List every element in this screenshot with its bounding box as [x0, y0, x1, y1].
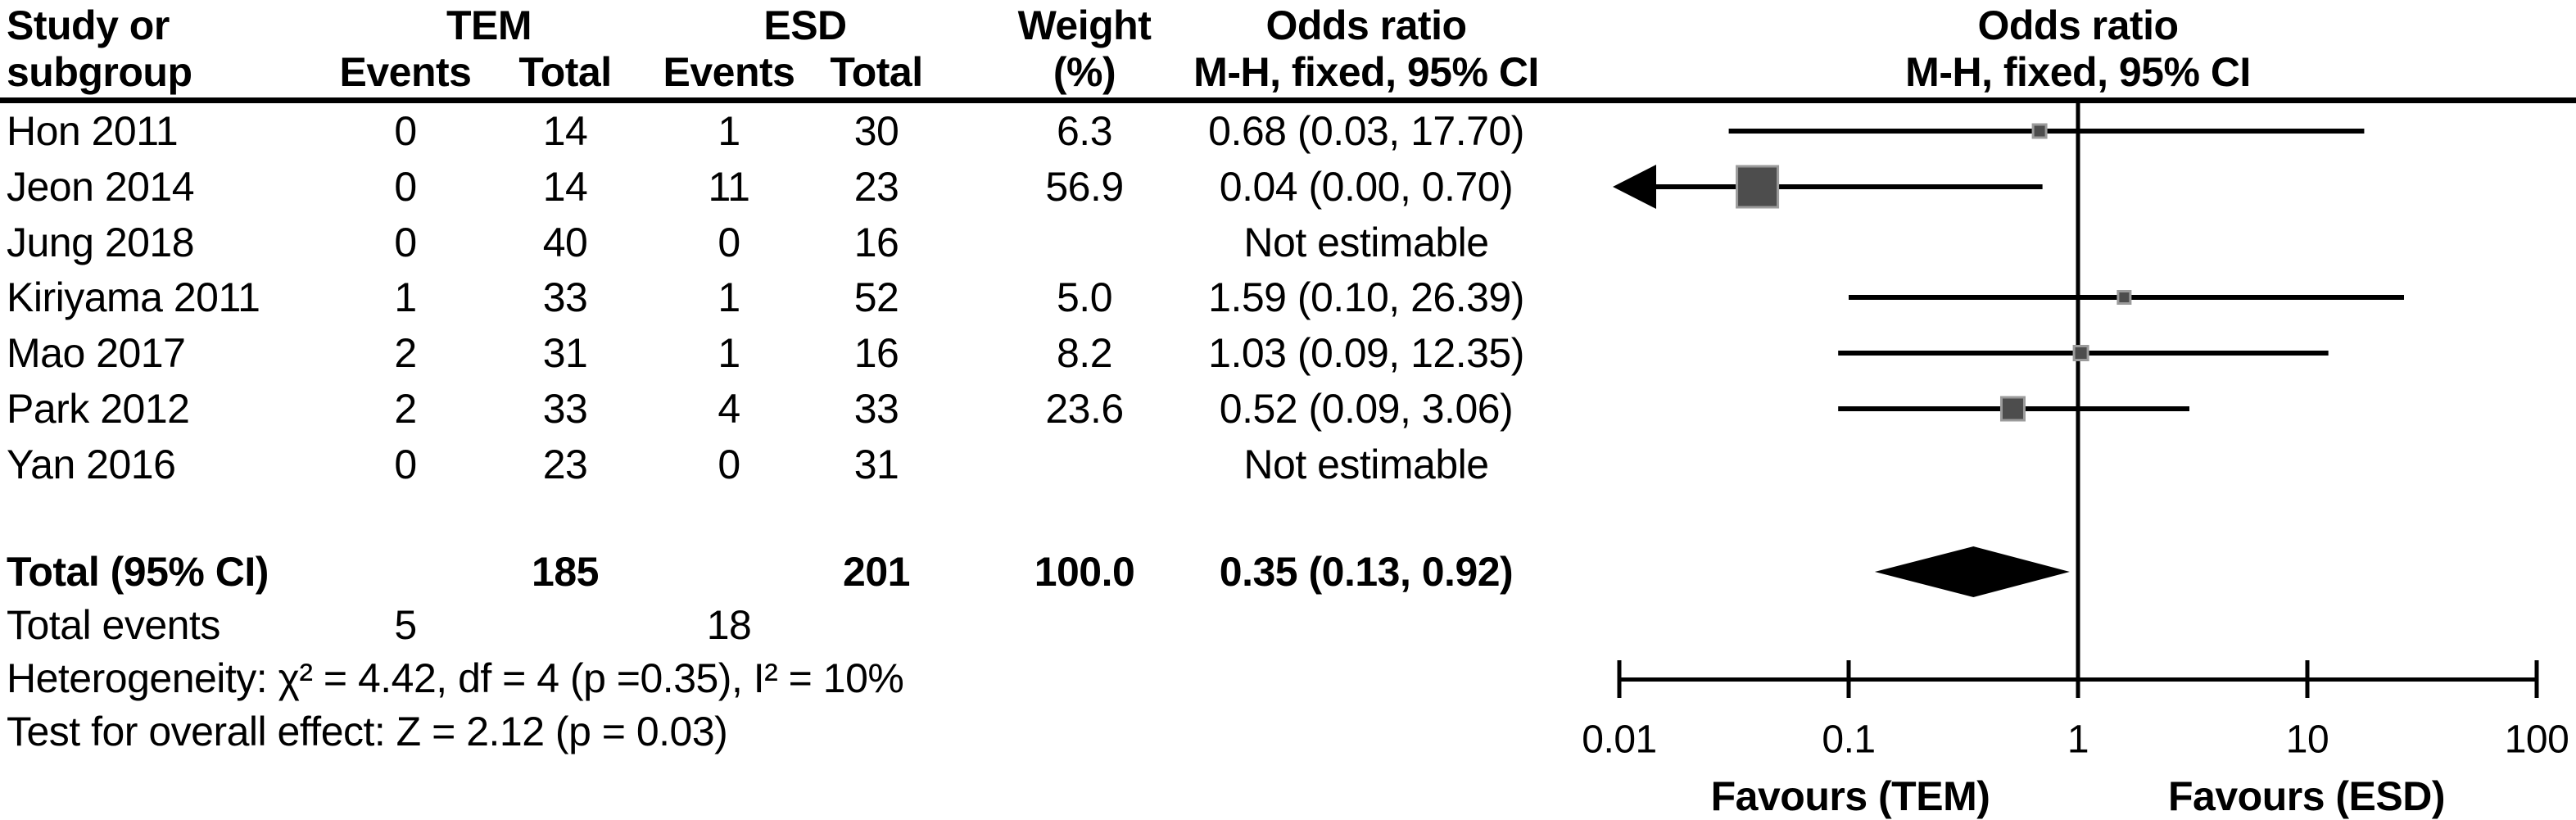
total-events-esd: 18	[706, 602, 752, 648]
axis-tick	[1617, 660, 1622, 698]
col-header-weight-line2: (%)	[1053, 49, 1116, 95]
cell-esd-events: 4	[718, 386, 740, 432]
cell-tem-events: 2	[394, 386, 417, 432]
axis-tick-label: 100	[2504, 718, 2569, 762]
col-header-tem-total: Total	[518, 49, 612, 95]
favours-right-label: Favours (ESD)	[2167, 773, 2446, 819]
col-header-esd-group: ESD	[763, 2, 847, 48]
cell-or-ci: Not estimable	[1243, 220, 1489, 265]
cell-esd-events: 0	[718, 220, 740, 265]
point-marker	[1736, 165, 1780, 209]
cell-weight: 6.3	[1056, 108, 1113, 154]
cell-or-ci: 1.59 (0.10, 26.39)	[1208, 274, 1524, 320]
cell-tem-total: 23	[542, 442, 588, 487]
total-events-label: Total events	[7, 602, 220, 648]
col-header-esd-events: Events	[663, 49, 795, 95]
total-or-ci: 0.35 (0.13, 0.92)	[1219, 549, 1514, 595]
no-effect-line	[2076, 103, 2080, 695]
cell-esd-events: 0	[718, 442, 740, 487]
col-header-tem-group: TEM	[446, 2, 532, 48]
cell-weight: 23.6	[1045, 386, 1124, 432]
cell-study-name: Mao 2017	[7, 330, 186, 376]
col-header-esd-total: Total	[830, 49, 923, 95]
axis-tick-label: 0.1	[1822, 718, 1876, 762]
cell-esd-total: 52	[853, 274, 899, 320]
col-header-tem-events: Events	[339, 49, 472, 95]
col-header-or-text-line1: Odds ratio	[1265, 2, 1467, 48]
cell-or-ci: 0.04 (0.00, 0.70)	[1219, 164, 1514, 210]
axis-tick	[2076, 660, 2080, 698]
cell-study-name: Park 2012	[7, 386, 190, 432]
point-marker	[2116, 290, 2132, 305]
cell-esd-events: 1	[718, 108, 740, 154]
cell-or-ci: 1.03 (0.09, 12.35)	[1208, 330, 1524, 376]
cell-esd-total: 31	[853, 442, 899, 487]
col-header-or-plot-line2: M-H, fixed, 95% CI	[1905, 49, 2251, 95]
footnote-overall-effect: Test for overall effect: Z = 2.12 (p = 0…	[7, 709, 728, 754]
axis-tick-label: 10	[2285, 718, 2329, 762]
favours-left-label: Favours (TEM)	[1710, 773, 1990, 819]
cell-tem-events: 0	[394, 442, 417, 487]
cell-esd-total: 23	[853, 164, 899, 210]
cell-tem-total: 40	[542, 220, 588, 265]
cell-tem-total: 33	[542, 274, 588, 320]
total-weight: 100.0	[1034, 549, 1135, 595]
axis-tick-label: 1	[2067, 718, 2089, 762]
cell-weight: 56.9	[1045, 164, 1124, 210]
col-header-or-text-line2: M-H, fixed, 95% CI	[1193, 49, 1539, 95]
col-header-weight-line1: Weight	[1017, 2, 1152, 48]
axis-tick	[1846, 660, 1851, 698]
cell-or-ci: 0.52 (0.09, 3.06)	[1219, 386, 1514, 432]
cell-or-ci: 0.68 (0.03, 17.70)	[1208, 108, 1524, 154]
cell-study-name: Kiriyama 2011	[7, 274, 260, 320]
axis-tick	[2305, 660, 2310, 698]
cell-esd-events: 1	[718, 274, 740, 320]
total-row-label: Total (95% CI)	[7, 549, 269, 595]
cell-tem-events: 0	[394, 220, 417, 265]
point-marker	[2031, 123, 2048, 139]
cell-tem-events: 1	[394, 274, 417, 320]
cell-study-name: Jeon 2014	[7, 164, 195, 210]
summary-diamond	[1874, 546, 2070, 597]
cell-tem-total: 31	[542, 330, 588, 376]
arrow-left-icon	[1613, 165, 1656, 209]
cell-esd-events: 11	[708, 164, 750, 210]
col-header-study-line2: subgroup	[7, 49, 192, 95]
cell-study-name: Hon 2011	[7, 108, 179, 154]
cell-weight: 8.2	[1056, 330, 1113, 376]
cell-tem-events: 0	[394, 108, 417, 154]
cell-esd-total: 33	[853, 386, 899, 432]
cell-study-name: Yan 2016	[7, 442, 176, 487]
total-events-tem: 5	[394, 602, 417, 648]
cell-esd-total: 30	[853, 108, 899, 154]
axis-tick	[2534, 660, 2539, 698]
total-esd-total: 201	[843, 549, 910, 595]
col-header-or-plot-line1: Odds ratio	[1977, 2, 2179, 48]
cell-tem-total: 33	[542, 386, 588, 432]
cell-tem-events: 0	[394, 164, 417, 210]
axis-tick-label: 0.01	[1582, 718, 1657, 762]
header-divider	[0, 97, 2576, 103]
cell-esd-total: 16	[853, 220, 899, 265]
footnote-heterogeneity: Heterogeneity: χ² = 4.42, df = 4 (p =0.3…	[7, 655, 904, 701]
col-header-study-line1: Study or	[7, 2, 170, 48]
cell-study-name: Jung 2018	[7, 220, 195, 265]
point-marker	[1999, 396, 2026, 422]
ci-line	[1650, 184, 2043, 189]
cell-weight: 5.0	[1056, 274, 1113, 320]
cell-esd-total: 16	[853, 330, 899, 376]
cell-tem-total: 14	[542, 108, 588, 154]
cell-tem-total: 14	[542, 164, 588, 210]
total-tem-total: 185	[532, 549, 599, 595]
point-marker	[2072, 345, 2089, 361]
cell-esd-events: 1	[718, 330, 740, 376]
cell-tem-events: 2	[394, 330, 417, 376]
cell-or-ci: Not estimable	[1243, 442, 1489, 487]
